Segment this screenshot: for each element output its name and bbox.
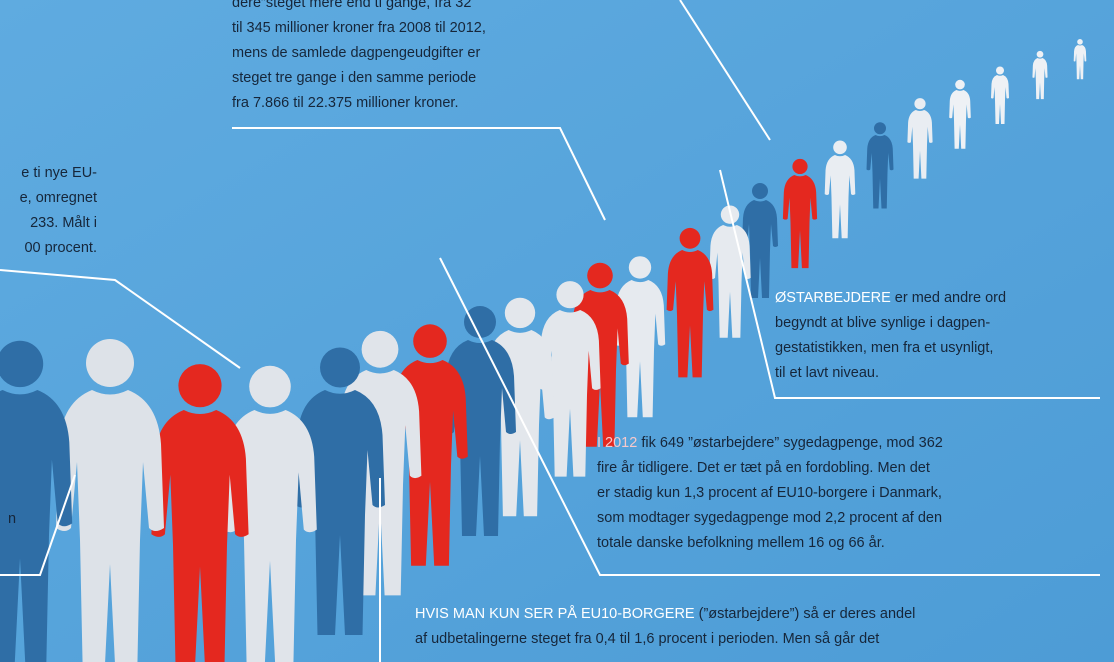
text-line: I 2012 fik 649 ”østarbejdere” sygedagpen… — [597, 435, 943, 451]
lead: HVIS MAN KUN SER PÅ EU10-BORGERE — [415, 605, 695, 622]
text-line: til 345 millioner kroner fra 2008 til 20… — [232, 20, 486, 36]
text-line: e ti nye EU- — [21, 165, 97, 181]
text-line: fik 649 ”østarbejdere” sygedagpenge, mod… — [637, 435, 943, 451]
callout-left-bottom: n — [8, 511, 16, 527]
text-line: gestatistikken, men fra et usynligt, — [775, 340, 993, 356]
infographic: dere”steget mere end ti gange, fra 32 ti… — [0, 0, 1114, 662]
lead: I 2012 — [597, 435, 637, 451]
text-line: 233. Målt i — [30, 215, 97, 231]
text-line: totale danske befolkning mellem 16 og 66… — [597, 535, 885, 551]
text-line: fire år tidligere. Det er tæt på en ford… — [597, 460, 930, 476]
text-line: fra 7.866 til 22.375 millioner kroner. — [232, 95, 459, 111]
text-line: HVIS MAN KUN SER PÅ EU10-BORGERE (”østar… — [415, 605, 915, 622]
text-line: e, omregnet — [20, 190, 97, 206]
text-line: er stadig kun 1,3 procent af EU10-borger… — [597, 485, 942, 501]
text-line: af udbetalingerne steget fra 0,4 til 1,6… — [415, 631, 879, 647]
text-line: til et lavt niveau. — [775, 365, 879, 381]
text-line: mens de samlede dagpengeudgifter er — [232, 45, 480, 61]
text-line: (”østarbejdere”) så er deres andel — [695, 606, 916, 622]
text-line: er med andre ord — [891, 290, 1006, 306]
text-line: n — [8, 511, 16, 527]
text-line: begyndt at blive synlige i dagpen- — [775, 315, 990, 331]
text-line: dere”steget mere end ti gange, fra 32 — [232, 0, 471, 11]
text-line: ØSTARBEJDERE er med andre ord — [775, 290, 1006, 306]
lead: ØSTARBEJDERE — [775, 290, 891, 306]
text-line: steget tre gange i den samme periode — [232, 70, 476, 86]
text-line: 00 procent. — [24, 240, 97, 256]
text-line: som modtager sygedagpenge mod 2,2 procen… — [597, 510, 942, 526]
